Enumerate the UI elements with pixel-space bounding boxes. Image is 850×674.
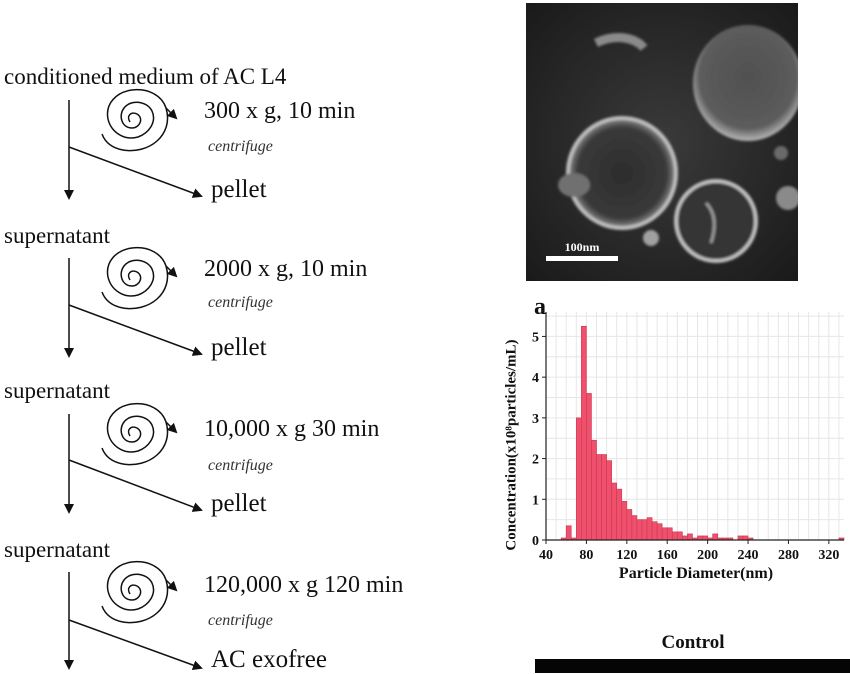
step-2-product: pellet: [211, 334, 267, 361]
x-tick-label: 240: [738, 548, 759, 563]
histogram-bar: [626, 509, 633, 541]
histogram-bar: [651, 521, 658, 541]
spiral-icon: [101, 402, 169, 466]
step-3-method: centrifuge: [208, 457, 273, 474]
x-tick-label: 200: [697, 548, 718, 563]
step-2-condition: 2000 x g, 10 min: [204, 256, 368, 282]
spiral-arrow-icon: [165, 265, 178, 278]
x-tick-label: 320: [818, 548, 839, 563]
histogram-bar: [646, 517, 653, 541]
x-tick-label: 280: [778, 548, 799, 563]
flow-step-4-lines: [64, 560, 203, 670]
flow-lines: [64, 88, 203, 670]
x-tick-label: 80: [579, 548, 593, 563]
particle-size-histogram: a Concentration(x10⁸particles/mL) 40 80 12…: [498, 292, 850, 592]
histogram-bar: [576, 417, 582, 541]
histogram-bar: [641, 519, 648, 541]
histogram-plot: 40 80 120 160 200 240 280 320 0 1 2 3 4 5: [532, 312, 845, 563]
histogram-bar: [687, 533, 693, 541]
spiral-icon: [101, 88, 169, 152]
step-4-product: AC exofree: [211, 646, 327, 673]
supernatant-label-2: supernatant: [4, 378, 111, 403]
x-tick-label: 120: [616, 548, 637, 563]
histogram-bar: [586, 393, 592, 541]
y-tick-label: 3: [532, 412, 539, 427]
spiral-arrow-icon: [165, 579, 178, 592]
histogram-bar: [666, 527, 673, 541]
step-2-method: centrifuge: [208, 294, 273, 311]
step-1-condition: 300 x g, 10 min: [204, 98, 356, 124]
histogram-bar: [697, 535, 703, 541]
y-tick-label: 0: [532, 534, 539, 549]
histogram-bar: [606, 460, 612, 541]
histogram-bar: [656, 523, 663, 541]
histogram-bar: [636, 519, 643, 541]
step-3-product: pellet: [211, 490, 267, 517]
histogram-bar: [631, 515, 638, 541]
histogram-bar: [596, 454, 602, 541]
y-tick-label: 5: [532, 330, 539, 345]
pellet-arrow: [68, 304, 203, 356]
spiral-arrow-icon: [165, 421, 178, 434]
scale-bar-label: 100nm: [565, 240, 600, 254]
histogram-bar: [737, 535, 744, 541]
pellet-arrow: [68, 459, 203, 512]
pellet-arrow: [68, 146, 203, 198]
step-4-condition: 120,000 x g 120 min: [204, 572, 404, 598]
flow-step-1-lines: [64, 88, 203, 200]
tem-micrograph: 100nm: [526, 3, 798, 281]
tem-image: 100nm: [526, 3, 798, 281]
histogram-bar: [611, 482, 618, 541]
panel-label: a: [534, 294, 546, 320]
histogram-bar: [661, 527, 668, 541]
flow-step-3-lines: [64, 402, 203, 514]
spiral-arrow-icon: [165, 107, 178, 120]
y-tick-label: 2: [532, 453, 539, 468]
step-1-method: centrifuge: [208, 138, 273, 155]
centrifugation-flow-diagram: conditioned medium of AC L4 300 x g, 10 …: [4, 64, 404, 673]
spiral-icon: [101, 560, 169, 624]
x-axis-label: Particle Diameter(nm): [618, 565, 774, 582]
start-label: conditioned medium of AC L4: [4, 64, 287, 89]
x-tick-label: 40: [539, 548, 553, 563]
histogram-bar: [677, 531, 683, 541]
y-tick-label: 4: [532, 371, 539, 386]
histogram-bar: [581, 325, 587, 541]
supernatant-label-1: supernatant: [4, 223, 111, 248]
histogram-bar: [621, 501, 628, 541]
histogram-bar: [616, 488, 623, 541]
step-3-condition: 10,000 x g 30 min: [204, 416, 380, 442]
control-image-strip: [535, 659, 850, 673]
control-title: Control: [661, 632, 725, 653]
flow-step-2-lines: [64, 246, 203, 358]
x-tick-label: 160: [657, 548, 678, 563]
histogram-bar: [591, 439, 597, 541]
scale-bar: [546, 256, 618, 261]
histogram-bar: [682, 535, 688, 541]
step-1-product: pellet: [211, 176, 267, 203]
histogram-bar: [565, 525, 572, 541]
supernatant-label-3: supernatant: [4, 537, 111, 562]
histogram-bar: [712, 533, 719, 541]
histogram-bar: [742, 535, 749, 541]
product-arrow: [68, 619, 203, 670]
step-4-method: centrifuge: [208, 612, 273, 629]
histogram-bar: [702, 535, 708, 541]
y-tick-label: 1: [532, 493, 539, 508]
histogram-bar: [671, 531, 678, 541]
spiral-icon: [101, 246, 169, 310]
histogram-bar: [601, 454, 607, 541]
